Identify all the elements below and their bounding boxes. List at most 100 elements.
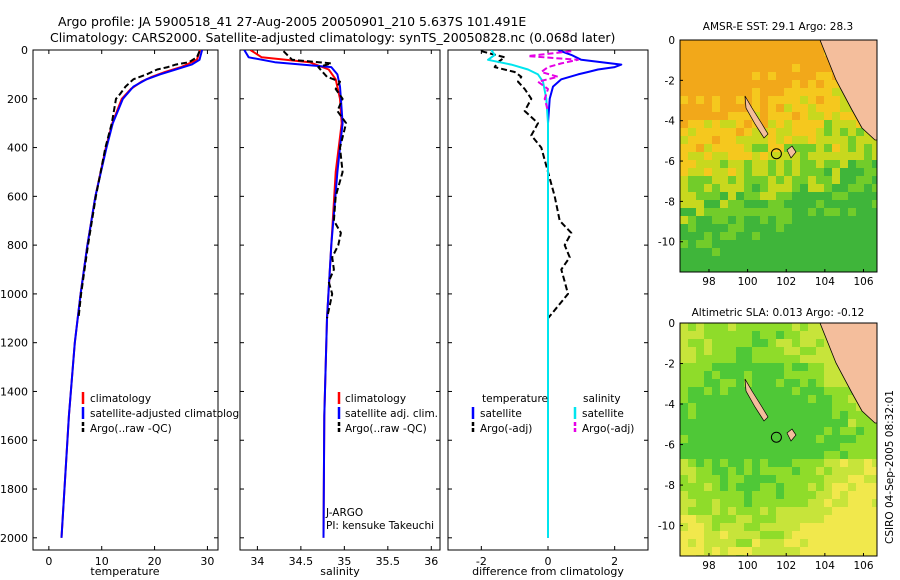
x-tick-label: 30 [200, 555, 214, 568]
map-pixel [704, 256, 712, 264]
map-pixel [776, 531, 784, 539]
map-pixel [696, 264, 704, 272]
lat-tick-label: -4 [665, 116, 676, 128]
map-pixel [784, 403, 792, 411]
map-pixel [856, 523, 864, 531]
map-pixel [864, 443, 872, 451]
map-pixel [696, 331, 704, 339]
map-pixel [776, 475, 784, 483]
map-pixel [856, 208, 864, 216]
map-pixel [704, 467, 712, 475]
map-pixel [856, 451, 864, 459]
map-pixel [744, 168, 752, 176]
map-pixel [848, 256, 856, 264]
map-pixel [864, 523, 872, 531]
map-pixel [744, 403, 752, 411]
map-pixel [816, 395, 824, 403]
temperature-xlabel: temperature [90, 565, 159, 578]
map-pixel [784, 475, 792, 483]
map-pixel [848, 483, 856, 491]
map-pixel [760, 120, 768, 128]
map-pixel [792, 152, 800, 160]
map-pixel [824, 451, 832, 459]
map-pixel [872, 531, 877, 539]
map-pixel [768, 339, 776, 347]
map-pixel [680, 104, 688, 112]
map-pixel [760, 459, 768, 467]
map-pixel [704, 387, 712, 395]
map-pixel [728, 176, 736, 184]
map-pixel [792, 200, 800, 208]
map-pixel [736, 168, 744, 176]
map-pixel [856, 240, 864, 248]
map-pixel [768, 403, 776, 411]
map-pixel [760, 224, 768, 232]
map-pixel [720, 427, 728, 435]
map-pixel [720, 435, 728, 443]
map-pixel [680, 467, 688, 475]
map-pixel [736, 411, 744, 419]
map-pixel [688, 80, 696, 88]
map-pixel [832, 176, 840, 184]
temperature-plot-frame [32, 49, 219, 551]
map-pixel [784, 80, 792, 88]
map-pixel [680, 224, 688, 232]
map-pixel [872, 483, 877, 491]
map-pixel [864, 192, 872, 200]
map-pixel [792, 128, 800, 136]
map-pixel [744, 160, 752, 168]
map-pixel [808, 323, 816, 331]
map-pixel [720, 547, 728, 555]
map-pixel [728, 515, 736, 523]
map-pixel [712, 240, 720, 248]
map-pixel [744, 48, 752, 56]
map-pixel [712, 192, 720, 200]
map-pixel [816, 160, 824, 168]
map-pixel [760, 216, 768, 224]
map-pixel [776, 499, 784, 507]
map-pixel [840, 531, 848, 539]
map-pixel [816, 547, 824, 555]
map-pixel [704, 120, 712, 128]
difference-depth-ticks [448, 49, 648, 539]
map-pixel [768, 467, 776, 475]
map-pixel [760, 451, 768, 459]
map-pixel [816, 355, 824, 363]
map-pixel [776, 224, 784, 232]
lon-tick-label: 106 [853, 276, 873, 288]
map-pixel [776, 72, 784, 80]
map-pixel [776, 379, 784, 387]
legend-text-argo: Argo(..raw -QC) [345, 423, 427, 435]
island-chain [744, 95, 769, 139]
map-pixel [816, 184, 824, 192]
map-pixel [744, 200, 752, 208]
map-pixel [776, 40, 784, 48]
map-pixel [736, 256, 744, 264]
map-pixel [824, 507, 832, 515]
map-pixel [776, 467, 784, 475]
map-pixel [712, 120, 720, 128]
map-pixel [800, 363, 808, 371]
map-pixel [840, 515, 848, 523]
map-pixel [800, 475, 808, 483]
map-pixel [752, 48, 760, 56]
x-tick-label: 35 [337, 555, 351, 568]
map-pixel [848, 459, 856, 467]
map-pixel [840, 232, 848, 240]
map-pixel [824, 435, 832, 443]
map-pixel [768, 347, 776, 355]
map-pixel [832, 168, 840, 176]
map-pixel [776, 248, 784, 256]
map-pixel [856, 232, 864, 240]
salinity-depth-ticks [240, 49, 440, 539]
map-pixel [728, 56, 736, 64]
map-pixel [800, 427, 808, 435]
map-pixel [856, 160, 864, 168]
map-pixel [736, 112, 744, 120]
map-pixel [784, 168, 792, 176]
map-pixel [760, 48, 768, 56]
map-pixel [680, 491, 688, 499]
map-pixel [792, 419, 800, 427]
map-pixel [728, 48, 736, 56]
map-pixel [744, 363, 752, 371]
